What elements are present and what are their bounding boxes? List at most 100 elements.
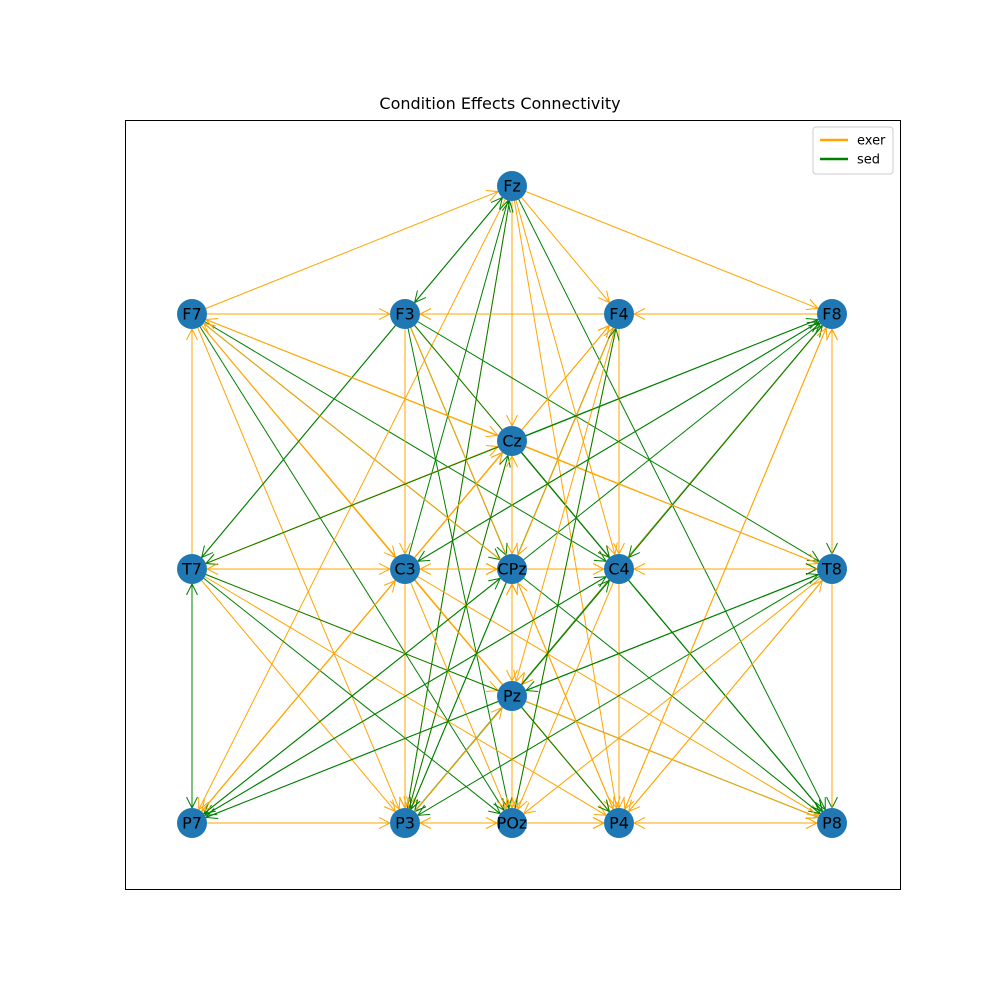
edge-F3-T8-sed	[404, 313, 821, 562]
edge-F7-P3-exer	[191, 313, 401, 811]
node-circle	[177, 554, 207, 584]
edge-C3-P8-exer	[404, 568, 821, 816]
node-circle	[390, 808, 420, 838]
node-P7: P7	[177, 808, 207, 838]
node-circle	[497, 808, 527, 838]
edge-arrowhead	[606, 542, 618, 556]
edge-arrowhead	[383, 799, 397, 813]
node-circle	[604, 808, 634, 838]
node-circle	[390, 299, 420, 329]
edge-Fz-F8-exer	[511, 185, 820, 310]
node-P4: P4	[604, 808, 634, 838]
edge-line	[511, 322, 821, 570]
plot-frame	[125, 120, 901, 890]
node-label: Cz	[502, 432, 522, 451]
edge-Fz-C4-exer	[511, 185, 618, 556]
edge-T8-POz-exer	[522, 568, 833, 815]
edge-line	[191, 568, 396, 812]
edge-arrowhead	[810, 324, 824, 338]
edge-line	[203, 322, 513, 570]
legend: exer sed	[812, 126, 894, 175]
edge-line	[511, 328, 617, 824]
edge-line	[404, 313, 820, 562]
edge-C3-P7-exer	[200, 568, 406, 813]
node-label: F8	[822, 305, 841, 324]
edge-P7-P3-exer	[192, 817, 392, 829]
node-F3: F3	[390, 299, 420, 329]
node-label: POz	[497, 814, 528, 833]
edge-T7-P7-sed	[186, 569, 198, 810]
edge-F4-CPz-exer	[516, 313, 620, 557]
edge-line	[191, 568, 501, 815]
edge-line	[517, 582, 620, 824]
node-label: P4	[609, 814, 629, 833]
node-label: T8	[821, 560, 842, 579]
node-Pz: Pz	[497, 681, 527, 711]
edge-P8-P4-exer	[632, 817, 832, 829]
edge-arrowhead	[607, 327, 620, 341]
node-circle	[497, 554, 527, 584]
edge-line	[404, 568, 820, 816]
edge-F4-Pz-exer	[513, 313, 620, 683]
edge-arrowhead	[383, 545, 397, 559]
node-F4: F4	[604, 299, 634, 329]
node-label: T7	[181, 560, 202, 579]
legend-label-exer: exer	[857, 134, 886, 149]
node-circle	[604, 554, 634, 584]
node-C4: C4	[604, 554, 634, 584]
node-label: P3	[395, 814, 415, 833]
edge-T7-P3-exer	[191, 568, 397, 813]
node-P8: P8	[817, 808, 847, 838]
edge-line	[191, 576, 607, 824]
edge-C3-Fz-sed	[404, 199, 511, 570]
edge-arrowhead	[490, 196, 504, 210]
edge-POz-Cz-exer	[506, 454, 518, 823]
node-label: Pz	[503, 687, 521, 706]
edge-line	[404, 455, 509, 824]
node-label: F4	[609, 305, 628, 324]
edge-line	[191, 577, 501, 824]
node-circle	[817, 554, 847, 584]
edge-line	[511, 185, 826, 810]
edge-line	[404, 707, 503, 824]
edge-line	[511, 695, 819, 818]
edge-line	[201, 568, 406, 812]
edge-line	[517, 313, 620, 556]
edge-line	[198, 185, 513, 810]
node-POz: POz	[497, 808, 528, 838]
node-label: C4	[608, 560, 629, 579]
edge-line	[511, 185, 616, 555]
edge-C4-P8-sed	[618, 568, 824, 813]
edge-F7-C4-sed	[191, 313, 608, 562]
node-label: CPz	[497, 560, 526, 579]
edge-Pz-P8-exer	[511, 695, 820, 820]
node-F8: F8	[817, 299, 847, 329]
edge-F7-F3-exer	[192, 308, 392, 320]
edge-arrowhead	[200, 545, 214, 559]
edge-line	[404, 200, 511, 824]
node-label: F3	[395, 305, 414, 324]
node-label: P8	[822, 814, 842, 833]
node-circle	[497, 681, 527, 711]
edge-line	[511, 185, 618, 809]
edge-P7-CPz-sed	[191, 577, 502, 824]
edge-P4-F8-exer	[618, 326, 828, 824]
edge-C4-F8-sed	[618, 324, 824, 570]
node-label: C3	[394, 560, 415, 579]
edge-arrowhead	[513, 669, 525, 683]
edge-line	[618, 327, 827, 824]
edge-Cz-F8-sed	[511, 317, 820, 442]
edge-line	[404, 313, 510, 809]
node-circle	[497, 426, 527, 456]
edge-line	[618, 580, 823, 824]
edge-line	[511, 185, 819, 309]
node-C3: C3	[390, 554, 420, 584]
edge-line	[201, 313, 406, 558]
legend-label-sed: sed	[857, 153, 880, 168]
edge-line	[417, 568, 833, 816]
chart-title: Condition Effects Connectivity	[379, 94, 621, 113]
node-circle	[817, 808, 847, 838]
node-T7: T7	[177, 554, 207, 584]
edge-line	[417, 313, 833, 562]
